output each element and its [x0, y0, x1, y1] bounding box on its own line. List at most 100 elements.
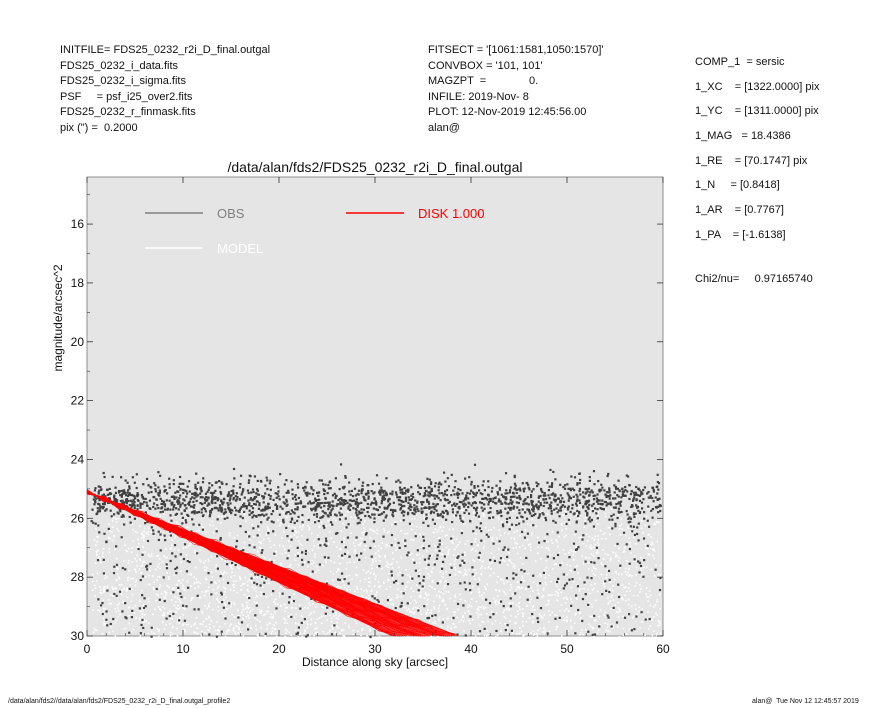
model-point	[365, 589, 368, 591]
model-point	[179, 618, 181, 620]
obs-point	[302, 486, 305, 490]
disk-line	[86, 492, 458, 636]
obs-point	[172, 482, 175, 486]
model-point	[492, 597, 495, 600]
model-point	[144, 613, 146, 616]
model-point	[246, 584, 249, 587]
model-point	[647, 507, 649, 510]
model-point	[490, 552, 493, 554]
model-point	[339, 632, 341, 635]
model-point	[395, 596, 398, 599]
model-point	[502, 558, 504, 560]
model-point	[147, 598, 150, 600]
model-point	[537, 552, 539, 555]
obs-point	[318, 479, 321, 482]
obs-point	[139, 504, 142, 507]
obs-point	[628, 562, 631, 565]
model-point	[286, 629, 289, 632]
obs-point	[351, 499, 354, 503]
model-point	[536, 584, 539, 587]
obs-point	[551, 482, 554, 485]
model-point	[106, 587, 108, 590]
model-point	[94, 562, 97, 564]
model-point	[430, 555, 433, 558]
obs-point	[365, 506, 369, 510]
model-point	[653, 630, 656, 633]
model-point	[409, 575, 412, 578]
model-point	[498, 602, 500, 604]
model-point	[96, 552, 98, 555]
model-point	[168, 536, 171, 539]
obs-point	[185, 495, 188, 498]
obs-point	[98, 489, 101, 492]
model-point	[481, 594, 483, 597]
model-point	[544, 572, 547, 575]
model-point	[469, 630, 472, 633]
obs-point	[344, 546, 347, 549]
model-point	[477, 609, 480, 612]
model-point	[155, 599, 158, 602]
obs-point	[168, 614, 171, 618]
obs-point	[159, 474, 162, 477]
model-point	[246, 601, 248, 604]
obs-point	[247, 479, 251, 482]
model-point	[154, 608, 156, 611]
obs-point	[203, 507, 207, 511]
obs-point	[239, 482, 242, 486]
obs-point	[226, 502, 229, 505]
obs-point	[251, 488, 255, 491]
model-point	[369, 528, 371, 531]
model-point	[171, 544, 173, 547]
model-point	[288, 525, 290, 527]
model-point	[226, 630, 228, 633]
model-point	[544, 536, 547, 539]
obs-point	[152, 502, 156, 505]
model-point	[295, 613, 297, 616]
model-point	[280, 522, 282, 524]
model-point	[346, 555, 349, 557]
model-point	[453, 560, 456, 562]
model-point	[649, 508, 651, 511]
obs-point	[291, 497, 295, 500]
model-point	[498, 548, 500, 550]
obs-point	[294, 494, 297, 497]
model-point	[132, 577, 134, 580]
obs-point	[429, 512, 433, 515]
obs-point	[593, 483, 596, 486]
obs-point	[432, 502, 435, 506]
model-point	[208, 593, 211, 595]
obs-point	[383, 494, 386, 497]
model-point	[462, 517, 465, 520]
obs-point	[186, 492, 189, 495]
model-point	[162, 621, 164, 623]
model-point	[314, 606, 317, 609]
model-point	[609, 581, 612, 583]
model-point	[329, 614, 331, 617]
model-point	[504, 623, 506, 625]
model-point	[622, 634, 625, 637]
obs-point	[410, 494, 413, 497]
model-point	[427, 593, 430, 596]
obs-point	[561, 504, 565, 507]
model-point	[238, 567, 240, 570]
obs-point	[543, 539, 546, 543]
obs-point	[548, 485, 551, 488]
obs-point	[478, 551, 481, 554]
obs-point	[423, 492, 426, 495]
model-point	[439, 580, 442, 582]
model-point	[370, 589, 373, 592]
model-point	[284, 635, 287, 638]
obs-point	[411, 492, 414, 496]
obs-point	[438, 543, 441, 546]
model-point	[369, 581, 371, 584]
model-point	[132, 628, 135, 631]
model-point	[651, 548, 654, 550]
obs-point	[222, 606, 225, 609]
model-point	[161, 576, 163, 579]
obs-point	[112, 513, 116, 516]
obs-point	[411, 512, 414, 515]
obs-point	[194, 494, 197, 497]
obs-point	[577, 546, 580, 549]
model-point	[414, 532, 417, 535]
obs-point	[121, 499, 124, 502]
